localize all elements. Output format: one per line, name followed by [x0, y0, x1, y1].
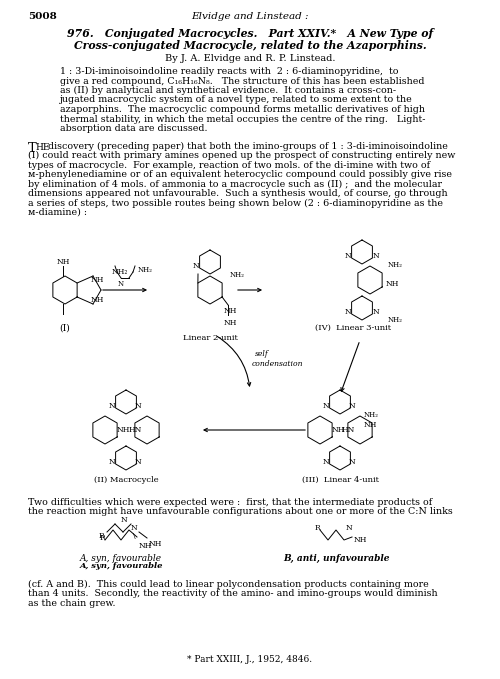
Text: (IV)  Linear 3-unit: (IV) Linear 3-unit — [315, 324, 391, 332]
Text: give a red compound, C₁₆H₁₆N₈.   The structure of this has been established: give a red compound, C₁₆H₁₆N₈. The struc… — [60, 77, 424, 86]
Text: (cf. A and B).  This could lead to linear polycondensation products containing m: (cf. A and B). This could lead to linear… — [28, 580, 429, 589]
Text: * Part XXIII, J., 1952, 4846.: * Part XXIII, J., 1952, 4846. — [188, 655, 312, 664]
Text: Two difficulties which were expected were :  first, that the intermediate produc: Two difficulties which were expected wer… — [28, 498, 432, 507]
Text: N: N — [108, 458, 116, 466]
Text: (II) Macrocycle: (II) Macrocycle — [94, 476, 158, 484]
Text: N: N — [134, 458, 141, 466]
Text: HE: HE — [35, 143, 50, 151]
Text: By J. A. Elvidge and R. P. Linstead.: By J. A. Elvidge and R. P. Linstead. — [165, 54, 335, 63]
Text: (I): (I) — [60, 324, 70, 333]
Text: NH₂: NH₂ — [388, 261, 403, 269]
Text: NH₂: NH₂ — [388, 316, 403, 324]
Text: azaporphins.  The macrocyclic compound forms metallic derivatives of high: azaporphins. The macrocyclic compound fo… — [60, 105, 425, 114]
Text: Cross-conjugated Macrocycle, related to the Azaporphins.: Cross-conjugated Macrocycle, related to … — [74, 40, 426, 51]
Text: B, anti, unfavourable: B, anti, unfavourable — [283, 554, 389, 563]
Text: N: N — [344, 308, 352, 316]
Text: NH: NH — [117, 426, 130, 434]
Text: R: R — [314, 524, 320, 532]
Text: N: N — [346, 524, 353, 532]
Text: condensation: condensation — [252, 360, 304, 368]
Text: NH: NH — [224, 319, 237, 327]
Text: ᴍ-diamine) :: ᴍ-diamine) : — [28, 208, 87, 217]
Text: Linear 2-unit: Linear 2-unit — [182, 334, 238, 342]
Text: N: N — [192, 262, 200, 270]
Text: by elimination of 4 mols. of ammonia to a macrocycle such as (II) ;  and the mol: by elimination of 4 mols. of ammonia to … — [28, 179, 442, 189]
Text: HN: HN — [129, 426, 142, 434]
Text: NH₂: NH₂ — [112, 268, 128, 276]
Text: A, syn, favourable: A, syn, favourable — [79, 562, 163, 570]
Text: (I) could react with primary amines opened up the prospect of constructing entir: (I) could react with primary amines open… — [28, 151, 456, 160]
Text: thermal stability, in which the metal occupies the centre of the ring.   Light-: thermal stability, in which the metal oc… — [60, 115, 426, 124]
Text: R: R — [99, 534, 105, 542]
Text: NH: NH — [386, 280, 400, 288]
Text: NH: NH — [139, 542, 152, 550]
Text: NH: NH — [224, 307, 237, 315]
Text: N: N — [131, 524, 138, 532]
Text: types of macrocycle.  For example, reaction of two mols. of the di-imine with tw: types of macrocycle. For example, reacti… — [28, 160, 430, 170]
Text: HN: HN — [342, 426, 355, 434]
Text: NH: NH — [91, 276, 104, 284]
Text: NH: NH — [364, 421, 378, 429]
Text: N: N — [121, 516, 128, 524]
Text: N: N — [348, 402, 356, 410]
Text: NH: NH — [91, 296, 104, 304]
Text: 976.   Conjugated Macrocycles.   Part XXIV.*   A New Type of: 976. Conjugated Macrocycles. Part XXIV.*… — [67, 28, 433, 39]
Text: the reaction might have unfavourable configurations about one or more of the C:N: the reaction might have unfavourable con… — [28, 507, 453, 517]
Text: as (II) by analytical and synthetical evidence.  It contains a cross-con-: as (II) by analytical and synthetical ev… — [60, 86, 396, 95]
Text: N: N — [108, 402, 116, 410]
Text: NH₂: NH₂ — [230, 271, 245, 279]
Text: NH: NH — [57, 258, 70, 266]
Text: N: N — [372, 308, 380, 316]
Text: N: N — [322, 458, 330, 466]
Text: N: N — [118, 280, 124, 288]
Text: N: N — [134, 402, 141, 410]
Text: 1 : 3-Di-iminoisoindoline readily reacts with  2 : 6-diaminopyridine,  to: 1 : 3-Di-iminoisoindoline readily reacts… — [60, 67, 398, 76]
Text: N: N — [344, 252, 352, 260]
Text: NH₂: NH₂ — [138, 266, 153, 274]
Text: Elvidge and Linstead :: Elvidge and Linstead : — [191, 12, 309, 21]
Text: discovery (preceding paper) that both the imino-groups of 1 : 3-di-iminoisoindol: discovery (preceding paper) that both th… — [45, 141, 448, 151]
Text: as the chain grew.: as the chain grew. — [28, 599, 116, 608]
Text: a series of steps, two possible routes being shown below (2 : 6-diaminopyridine : a series of steps, two possible routes b… — [28, 198, 443, 208]
Text: jugated macrocyclic system of a novel type, related to some extent to the: jugated macrocyclic system of a novel ty… — [60, 96, 413, 105]
Text: dimensions appeared not unfavourable.  Such a synthesis would, of course, go thr: dimensions appeared not unfavourable. Su… — [28, 189, 448, 198]
Text: self: self — [255, 350, 269, 358]
Text: NH₂: NH₂ — [364, 411, 379, 419]
Text: (III)  Linear 4-unit: (III) Linear 4-unit — [302, 476, 378, 484]
Text: NH: NH — [354, 536, 368, 544]
Text: 5008: 5008 — [28, 12, 57, 21]
Text: NH: NH — [149, 540, 162, 548]
Text: NH: NH — [332, 426, 345, 434]
Text: absorption data are discussed.: absorption data are discussed. — [60, 124, 208, 133]
Text: N: N — [348, 458, 356, 466]
Text: ᴍ-phenylenediamine or of an equivalent heterocyclic compound could possibly give: ᴍ-phenylenediamine or of an equivalent h… — [28, 170, 452, 179]
Text: N: N — [372, 252, 380, 260]
Text: N: N — [322, 402, 330, 410]
Text: A, syn, favourable: A, syn, favourable — [80, 554, 162, 563]
Text: T: T — [28, 141, 37, 155]
Text: \: \ — [133, 532, 136, 540]
Text: than 4 units.  Secondly, the reactivity of the amino- and imino-groups would dim: than 4 units. Secondly, the reactivity o… — [28, 589, 438, 598]
Text: R: R — [99, 532, 105, 540]
